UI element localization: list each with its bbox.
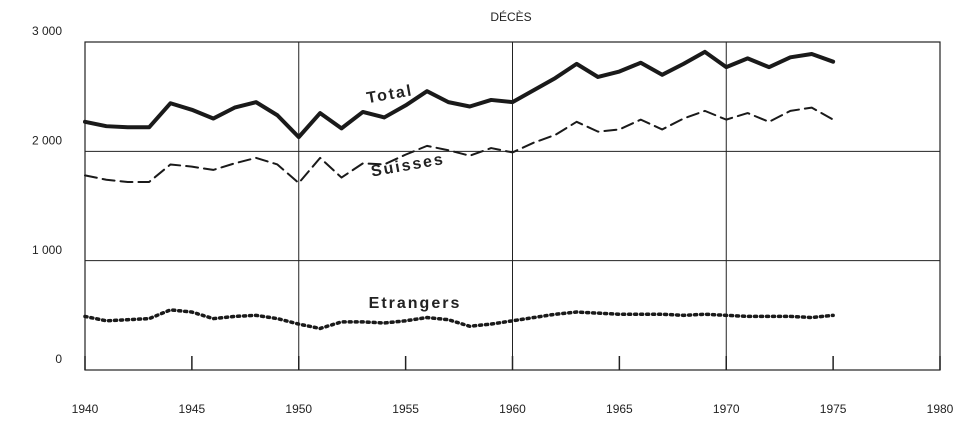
- x-tick-label: 1970: [713, 402, 740, 416]
- y-tick-label: 3 000: [32, 24, 62, 38]
- y-tick-label: 1 000: [32, 243, 62, 257]
- y-tick-label: 0: [55, 352, 62, 366]
- series-line: [84, 106, 835, 185]
- series-line: [83, 308, 835, 331]
- x-tick-label: 1960: [499, 402, 526, 416]
- series-line: [83, 49, 836, 140]
- x-tick-label: 1940: [72, 402, 99, 416]
- x-tick-label: 1950: [285, 402, 312, 416]
- x-tick-label: 1955: [392, 402, 419, 416]
- x-tick-label: 1965: [606, 402, 633, 416]
- x-tick-label: 1975: [820, 402, 847, 416]
- y-tick-label: 2 000: [32, 134, 62, 148]
- series-label: Etrangers: [369, 295, 462, 312]
- x-tick-label: 1945: [179, 402, 206, 416]
- chart-title: DÉCÈS: [490, 9, 531, 24]
- x-tick-label: 1980: [927, 402, 954, 416]
- series-label: Suisses: [370, 151, 446, 181]
